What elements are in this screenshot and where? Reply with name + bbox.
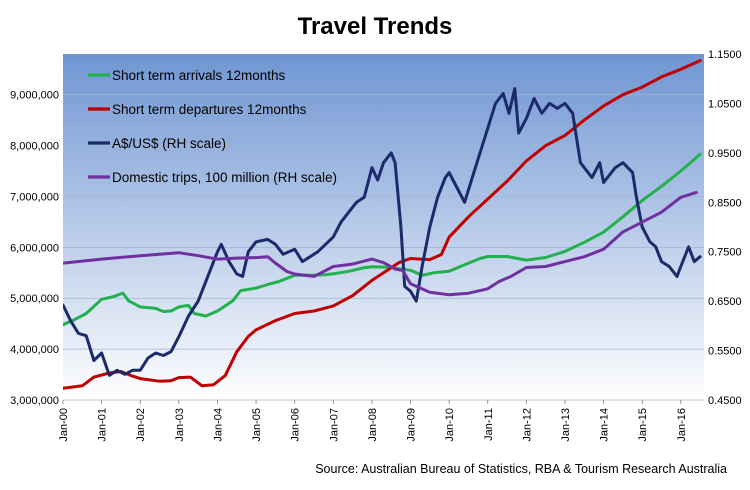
left-tick-label: 9,000,000 <box>10 90 59 102</box>
right-tick-label: 0.4500 <box>708 395 742 407</box>
right-tick-label: 0.9500 <box>708 148 742 160</box>
x-tick-label: Jan-03 <box>174 408 186 442</box>
legend-label: A$/US$ (RH scale) <box>112 136 226 151</box>
series-line-1 <box>63 59 702 390</box>
x-tick-label: Jan-15 <box>637 408 649 442</box>
series-line-0 <box>63 152 702 327</box>
right-tick-label: 0.6500 <box>708 296 742 308</box>
x-tick-label: Jan-04 <box>212 408 224 442</box>
x-tick-label: Jan-10 <box>444 408 456 442</box>
left-tick-label: 4,000,000 <box>10 344 59 356</box>
right-tick-label: 0.8500 <box>708 197 742 209</box>
chart-title: Travel Trends <box>298 13 453 40</box>
series-line-2 <box>63 87 702 377</box>
x-tick-label: Jan-02 <box>135 408 147 442</box>
right-tick-label: 0.7500 <box>708 247 742 259</box>
x-tick-label: Jan-13 <box>560 408 572 442</box>
legend-label: Domestic trips, 100 million (RH scale) <box>112 170 337 185</box>
x-tick-label: Jan-12 <box>521 408 533 442</box>
series-group <box>63 59 702 390</box>
right-tick-label: 1.1500 <box>708 49 742 61</box>
legend: Short term arrivals 12months Short term d… <box>88 68 337 185</box>
left-axis: 3,000,000 4,000,000 5,000,000 6,000,000 7,00… <box>10 90 59 407</box>
x-tick-label: Jan-01 <box>97 408 109 442</box>
x-tick-label: Jan-14 <box>599 408 611 442</box>
left-tick-label: 6,000,000 <box>10 242 59 254</box>
series-line-3 <box>63 190 698 297</box>
legend-label: Short term departures 12months <box>112 102 307 117</box>
left-tick-label: 8,000,000 <box>10 141 59 153</box>
x-tick-label: Jan-00 <box>58 408 70 442</box>
x-tick-label: Jan-09 <box>406 408 418 442</box>
x-tick-label: Jan-07 <box>328 408 340 442</box>
left-tick-label: 5,000,000 <box>10 293 59 305</box>
source-note: Source: Australian Bureau of Statistics,… <box>315 462 727 476</box>
gridlines <box>63 94 704 401</box>
x-tick-label: Jan-11 <box>483 408 495 441</box>
x-tick-label: Jan-16 <box>676 408 688 442</box>
left-tick-label: 7,000,000 <box>10 191 59 203</box>
x-tick-label: Jan-08 <box>367 408 379 442</box>
x-tick-label: Jan-05 <box>251 408 263 442</box>
left-tick-label: 3,000,000 <box>10 395 59 407</box>
x-axis: Jan-00 Jan-01 Jan-02 Jan-03 Jan-04 Jan-05 Jan-… <box>58 400 688 442</box>
right-tick-label: 0.5500 <box>708 346 742 358</box>
legend-label: Short term arrivals 12months <box>112 68 286 83</box>
right-tick-label: 1.0500 <box>708 98 742 110</box>
x-tick-label: Jan-06 <box>290 408 302 442</box>
right-axis: 0.4500 0.5500 0.6500 0.7500 0.8500 0.9500 1.05… <box>708 49 742 407</box>
